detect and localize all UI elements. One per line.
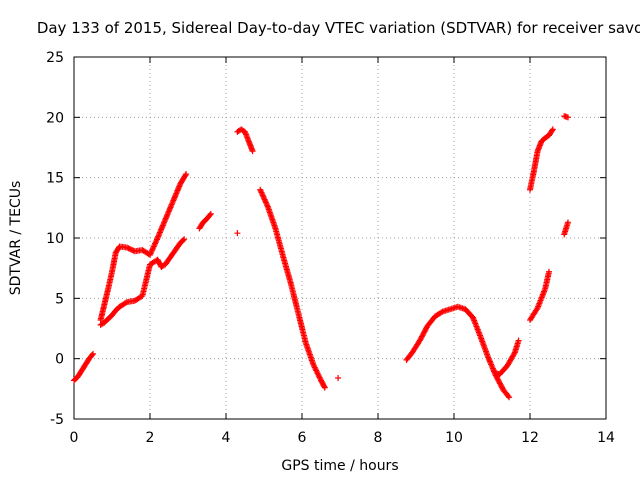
data-point	[498, 383, 505, 390]
x-tick-label: 10	[445, 430, 463, 446]
data-point	[416, 337, 423, 344]
data-point	[181, 236, 188, 243]
data-point	[565, 219, 571, 226]
data-point	[494, 376, 501, 383]
x-tick-label: 14	[597, 430, 615, 446]
data-point	[499, 384, 506, 391]
data-point	[511, 350, 518, 357]
data-point	[565, 114, 571, 121]
data-point	[182, 172, 189, 179]
x-tick-label: 0	[70, 430, 79, 446]
x-axis-label: GPS time / hours	[281, 458, 398, 474]
y-tick-label: 15	[46, 171, 64, 187]
data-point	[496, 379, 503, 386]
y-tick-label: 25	[46, 50, 64, 66]
x-tick-label: 8	[374, 430, 383, 446]
data-point	[422, 327, 429, 334]
data-point	[496, 380, 503, 387]
data-point	[249, 148, 256, 155]
y-tick-label: 0	[55, 352, 64, 368]
data-point	[515, 337, 522, 344]
data-point	[495, 377, 502, 384]
chart-title: Day 133 of 2015, Sidereal Day-to-day VTE…	[37, 19, 640, 37]
data-point	[421, 328, 428, 335]
data-point	[180, 237, 187, 244]
data-point	[234, 230, 241, 237]
data-point	[549, 127, 556, 134]
data-point	[423, 325, 430, 332]
x-tick-label: 6	[298, 430, 307, 446]
data-point	[420, 329, 427, 336]
x-tick-label: 4	[222, 430, 231, 446]
data-point	[497, 381, 504, 388]
data-points	[71, 113, 571, 401]
grid-lines	[74, 57, 606, 419]
data-point	[546, 268, 552, 275]
axis-ticks	[73, 56, 607, 420]
data-point	[505, 393, 512, 400]
data-point	[420, 330, 427, 337]
data-point	[122, 299, 129, 306]
y-tick-label: 20	[46, 110, 64, 126]
data-point	[506, 394, 513, 401]
y-axis-label: SDTVAR / TECUs	[8, 181, 24, 296]
data-point	[418, 334, 425, 341]
data-point	[89, 352, 96, 359]
data-point	[419, 332, 426, 339]
data-point	[207, 210, 214, 217]
y-tick-label: 10	[46, 231, 64, 247]
data-point	[417, 336, 424, 343]
data-point	[418, 333, 425, 340]
data-point	[335, 374, 342, 381]
data-point	[90, 350, 96, 357]
data-point	[321, 383, 328, 390]
data-point	[321, 384, 328, 391]
data-point	[549, 126, 556, 133]
y-tick-label: -5	[50, 412, 64, 428]
data-point	[438, 309, 445, 316]
data-point	[206, 212, 213, 219]
data-point	[183, 171, 190, 178]
y-tick-label: 5	[55, 291, 64, 307]
x-tick-label: 2	[146, 430, 155, 446]
x-tick-label: 12	[521, 430, 539, 446]
